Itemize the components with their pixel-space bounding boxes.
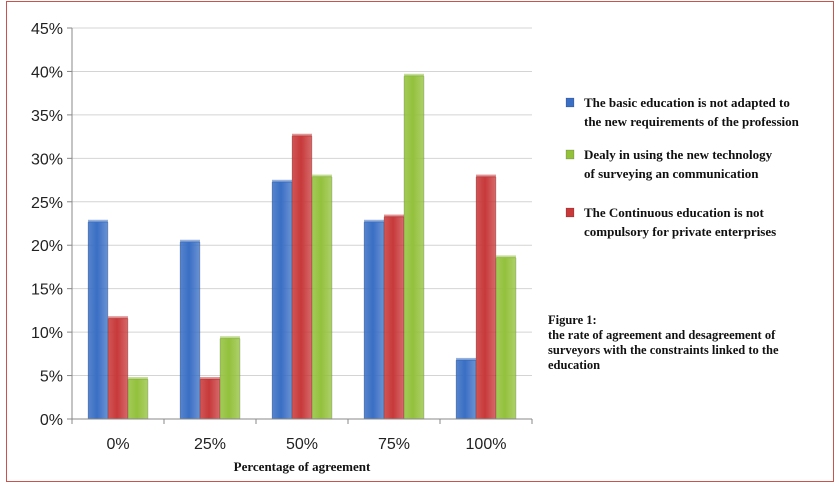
bar (475, 176, 497, 420)
bar-cap (476, 174, 496, 178)
legend-label: Dealy in using the new technology (584, 147, 773, 162)
legend-swatch (565, 207, 575, 218)
bar-cap (272, 179, 292, 183)
bar-cap (108, 316, 128, 320)
bar (199, 378, 221, 420)
y-tick-label: 30% (31, 151, 63, 168)
y-tick-label: 35% (31, 108, 63, 125)
legend-swatch (565, 149, 575, 160)
legend-label: of surveying an communication (584, 166, 759, 181)
bar-cap (312, 174, 332, 178)
y-tick-label: 20% (31, 238, 63, 255)
bar (495, 257, 517, 420)
legend-label: The Continuous education is not (584, 205, 765, 220)
bar-cap (88, 219, 108, 223)
bar (363, 221, 385, 420)
bar-cap (180, 239, 200, 243)
bar-cap (496, 255, 516, 259)
bar-cap (200, 377, 220, 381)
bar (291, 135, 313, 420)
bar (219, 337, 241, 420)
bar-cap (404, 73, 424, 77)
y-tick-label: 10% (31, 325, 63, 342)
bar (311, 176, 333, 420)
y-tick-label: 25% (31, 195, 63, 212)
bar (107, 317, 129, 420)
bar (403, 75, 425, 420)
bar (87, 221, 109, 420)
caption-line: Figure 1: (548, 313, 597, 327)
bar-cap (364, 219, 384, 223)
bar (271, 181, 293, 420)
bar (127, 378, 149, 420)
legend-swatch (565, 97, 575, 108)
caption-line: surveyors with the constraints linked to… (548, 343, 779, 357)
x-tick-label: 75% (378, 436, 410, 453)
legend-label: compulsory for private enterprises (584, 224, 776, 239)
bar (383, 216, 405, 420)
y-tick-label: 0% (40, 412, 63, 429)
x-axis-title: Percentage of agreement (234, 459, 371, 474)
legend-label: the new requirements of the profession (584, 114, 800, 129)
caption-line: education (548, 358, 601, 372)
bar-cap (384, 214, 404, 218)
x-tick-label: 100% (466, 436, 507, 453)
bar (179, 241, 201, 420)
caption-line: the rate of agreement and desagreement o… (548, 328, 776, 342)
y-axis-ticks: 0% 5% 10% 15% 20% 25% 30% 35% 40% 45% (31, 21, 72, 429)
legend-label: The basic education is not adapted to (584, 95, 790, 110)
bar-cap (220, 336, 240, 340)
x-axis-ticks: 0% 25% 50% 75% 100% (71, 419, 533, 453)
axes (71, 28, 532, 420)
legend: The basic education is not adapted to the… (565, 95, 800, 239)
y-tick-label: 40% (31, 64, 63, 81)
bars (87, 73, 517, 420)
x-tick-label: 25% (194, 436, 226, 453)
bar-cap (128, 377, 148, 381)
y-tick-label: 15% (31, 282, 63, 299)
y-tick-label: 45% (31, 21, 63, 38)
bar (455, 359, 477, 420)
y-tick-label: 5% (40, 369, 63, 386)
x-tick-label: 50% (286, 436, 318, 453)
bar-cap (292, 133, 312, 137)
x-tick-label: 0% (106, 436, 129, 453)
figure-caption: Figure 1: the rate of agreement and desa… (548, 313, 828, 373)
bar-cap (456, 357, 476, 361)
